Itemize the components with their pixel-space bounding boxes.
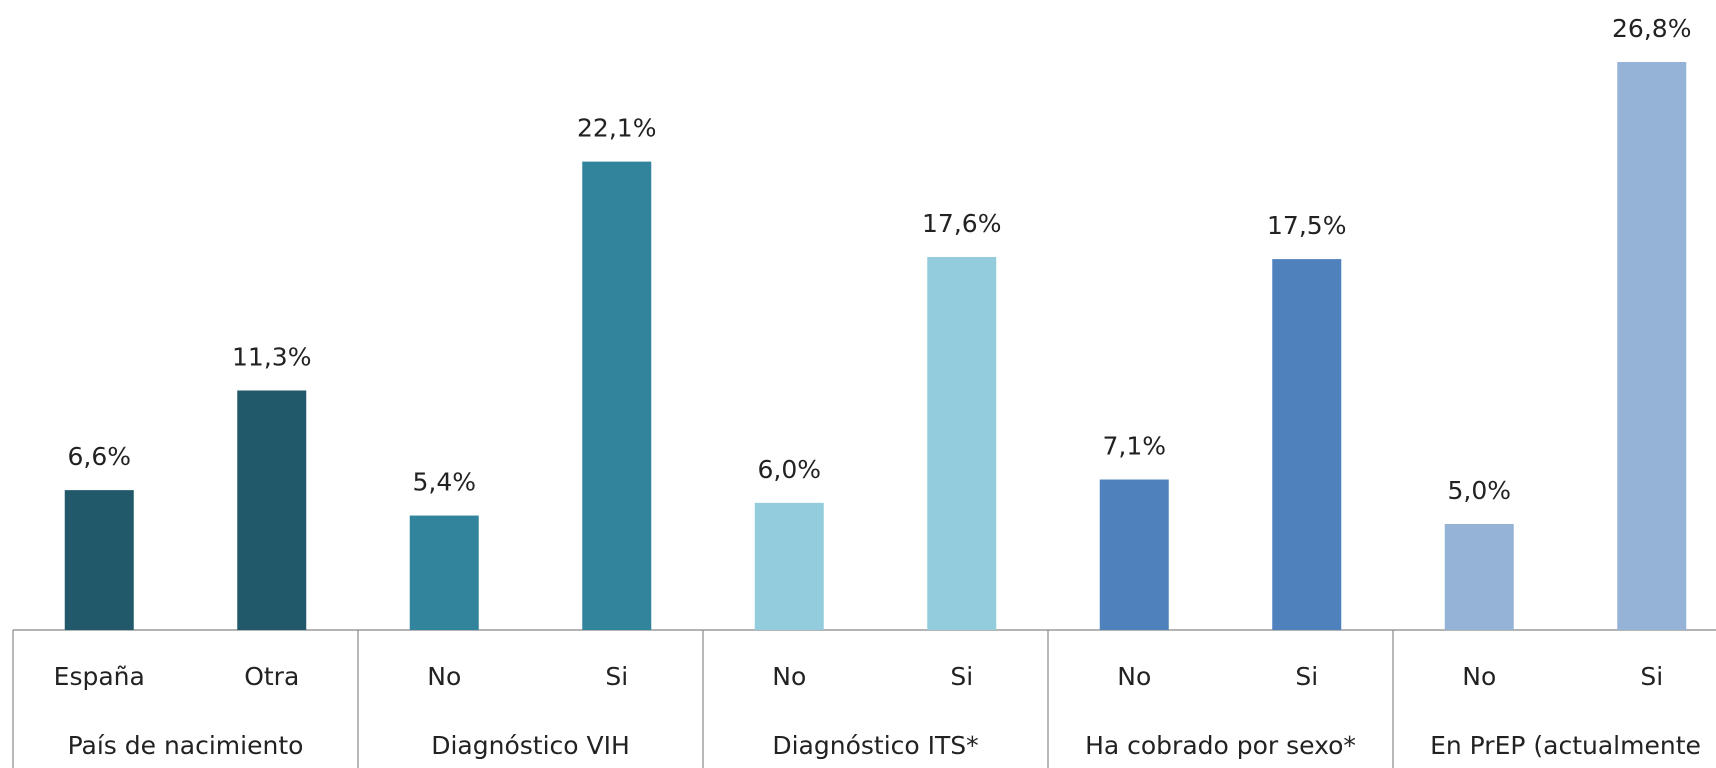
category-label: No bbox=[772, 662, 806, 691]
value-label: 26,8% bbox=[1612, 14, 1691, 43]
bar bbox=[1272, 259, 1342, 630]
bar bbox=[1444, 524, 1514, 630]
value-label: 17,6% bbox=[922, 209, 1001, 238]
group-label: Diagnóstico ITS* bbox=[772, 731, 978, 760]
bar bbox=[582, 161, 652, 630]
category-label: Otra bbox=[244, 662, 299, 691]
category-label: Si bbox=[950, 662, 973, 691]
bar bbox=[409, 515, 479, 630]
value-label: 11,3% bbox=[232, 343, 311, 372]
value-label: 6,6% bbox=[67, 442, 131, 471]
group-label: En PrEP (actualmente bbox=[1430, 731, 1701, 760]
value-label: 22,1% bbox=[577, 114, 656, 143]
category-label: Si bbox=[1295, 662, 1318, 691]
bar bbox=[754, 502, 824, 630]
category-label: No bbox=[427, 662, 461, 691]
group-label: Ha cobrado por sexo* bbox=[1085, 731, 1356, 760]
value-label: 17,5% bbox=[1267, 211, 1346, 240]
value-label: 5,0% bbox=[1447, 476, 1511, 505]
bar bbox=[64, 490, 134, 630]
group-label: Diagnóstico VIH bbox=[431, 731, 630, 760]
bar bbox=[1099, 479, 1169, 630]
group-label: País de nacimiento bbox=[68, 731, 304, 760]
value-label: 7,1% bbox=[1102, 432, 1166, 461]
value-label: 5,4% bbox=[412, 468, 476, 497]
category-label: Si bbox=[1640, 662, 1663, 691]
bar bbox=[1617, 62, 1687, 630]
bar bbox=[237, 390, 307, 630]
category-label: Si bbox=[605, 662, 628, 691]
bar bbox=[927, 256, 997, 630]
category-label: No bbox=[1462, 662, 1496, 691]
category-label: No bbox=[1117, 662, 1151, 691]
value-label: 6,0% bbox=[757, 455, 821, 484]
category-label: España bbox=[54, 662, 145, 691]
